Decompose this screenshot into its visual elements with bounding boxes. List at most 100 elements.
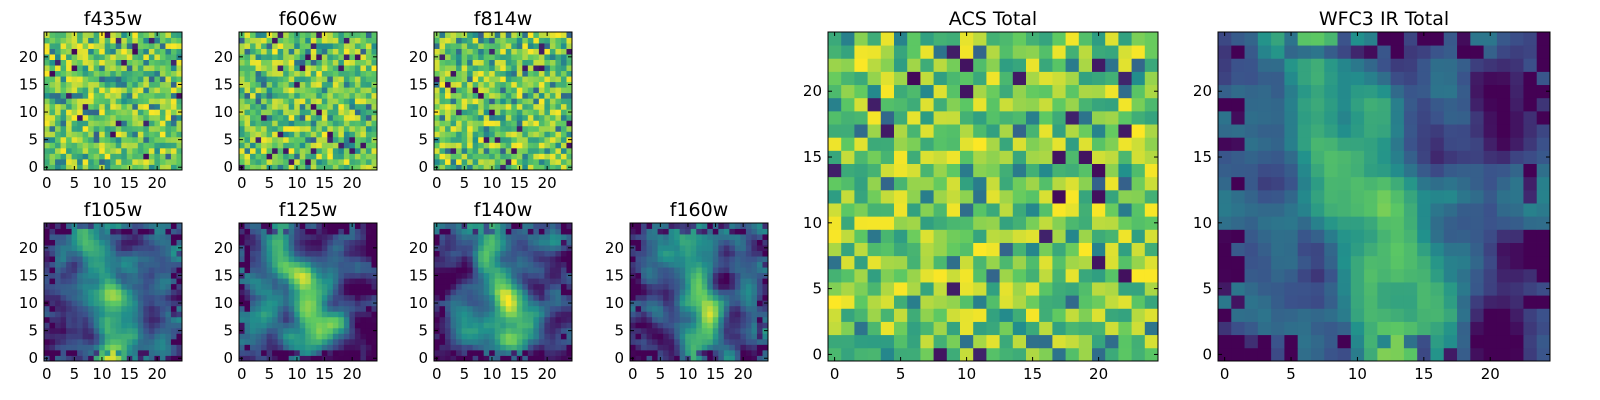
heatmap-cell: [907, 321, 921, 336]
heatmap-cell: [841, 295, 855, 309]
heatmap-cell: [489, 153, 496, 160]
heatmap-cell: [718, 316, 725, 323]
heatmap-cell: [635, 300, 642, 307]
heatmap-cell: [60, 142, 67, 149]
heatmap-cell: [668, 256, 675, 263]
heatmap-cell: [349, 158, 356, 165]
heatmap-cell: [560, 32, 567, 38]
heatmap-cell: [250, 289, 256, 296]
heatmap-cell: [343, 70, 350, 77]
heatmap-cell: [305, 76, 312, 83]
heatmap-cell: [176, 87, 183, 94]
heatmap-cell: [1144, 189, 1159, 204]
heatmap-cell: [272, 245, 279, 251]
heatmap-cell: [646, 267, 653, 274]
heatmap-cell: [734, 289, 741, 296]
heatmap-cell: [321, 114, 328, 121]
heatmap-cell: [489, 234, 496, 240]
heatmap-cell: [456, 311, 462, 318]
heatmap-cell: [176, 147, 183, 154]
heatmap-cell: [332, 54, 339, 60]
heatmap-cell: [294, 316, 301, 323]
heatmap-cell: [44, 37, 50, 44]
heatmap-cell: [49, 81, 56, 88]
x-tick-label: 0: [42, 365, 52, 383]
heatmap-cell: [707, 239, 714, 246]
heatmap-cell: [685, 239, 692, 246]
heatmap-cell: [55, 234, 61, 240]
heatmap-cell: [93, 120, 100, 127]
heatmap-cell: [538, 147, 545, 154]
heatmap-cell: [472, 278, 479, 285]
heatmap-cell: [299, 289, 306, 296]
heatmap-cell: [272, 267, 279, 274]
heatmap-cell: [516, 158, 523, 165]
heatmap-cell: [516, 37, 523, 44]
heatmap-cell: [288, 267, 295, 274]
heatmap-cell: [522, 92, 529, 99]
heatmap-cell: [126, 158, 133, 165]
heatmap-cell: [973, 189, 987, 204]
heatmap-cell: [71, 125, 78, 132]
heatmap-cell: [104, 294, 111, 301]
heatmap-cell: [148, 228, 155, 235]
heatmap-cell: [538, 87, 545, 94]
heatmap-cell: [690, 261, 697, 268]
heatmap-cell: [445, 234, 451, 240]
heatmap-cell: [740, 239, 747, 246]
heatmap-cell: [533, 256, 540, 263]
heatmap-cell: [305, 305, 312, 312]
heatmap-cell: [652, 223, 658, 229]
heatmap-cell: [740, 316, 747, 323]
heatmap-cell: [450, 300, 457, 307]
heatmap-cell: [77, 54, 84, 60]
heatmap-cell: [132, 37, 139, 44]
heatmap-cell: [756, 344, 763, 351]
heatmap-cell: [310, 305, 317, 312]
heatmap-cell: [483, 294, 490, 301]
heatmap-cell: [986, 176, 1000, 191]
heatmap-cell: [505, 349, 512, 356]
heatmap-cell: [999, 308, 1014, 322]
heatmap-cell: [663, 256, 670, 263]
heatmap-cell: [159, 349, 166, 356]
heatmap-cell: [483, 239, 490, 246]
heatmap-cell: [439, 338, 446, 345]
heatmap-cell: [255, 278, 262, 285]
heatmap-cell: [472, 234, 479, 240]
heatmap-cell: [137, 109, 144, 116]
heatmap-cell: [327, 54, 334, 60]
heatmap-cell: [635, 322, 642, 329]
heatmap-cell: [176, 278, 183, 285]
heatmap-cell: [960, 203, 974, 217]
heatmap-cell: [305, 250, 312, 257]
heatmap-cell: [349, 114, 356, 121]
heatmap-cell: [657, 322, 664, 329]
heatmap-cell: [365, 322, 372, 329]
heatmap-cell: [566, 142, 573, 149]
heatmap-cell: [93, 256, 100, 263]
heatmap-cell: [354, 278, 361, 285]
heatmap-cell: [511, 37, 518, 44]
heatmap-cell: [701, 316, 708, 323]
heatmap-cell: [255, 109, 262, 116]
heatmap-cell: [82, 65, 89, 72]
heatmap-cell: [365, 54, 372, 60]
heatmap-cell: [467, 153, 474, 160]
heatmap-cell: [450, 316, 457, 323]
heatmap-cell: [165, 65, 172, 72]
heatmap-cell: [288, 164, 295, 171]
heatmap-cell: [439, 98, 446, 105]
heatmap-cell: [77, 228, 84, 235]
heatmap-cell: [110, 333, 117, 340]
heatmap-cell: [505, 92, 512, 99]
heatmap-cell: [365, 70, 372, 77]
heatmap-cell: [533, 316, 540, 323]
heatmap-cell: [494, 70, 501, 77]
heatmap-cell: [365, 153, 372, 160]
heatmap-cell: [630, 338, 636, 345]
heatmap-cell: [1131, 203, 1146, 217]
heatmap-cell: [1039, 268, 1053, 283]
heatmap-cell: [310, 338, 317, 345]
heatmap-cell: [77, 278, 84, 285]
